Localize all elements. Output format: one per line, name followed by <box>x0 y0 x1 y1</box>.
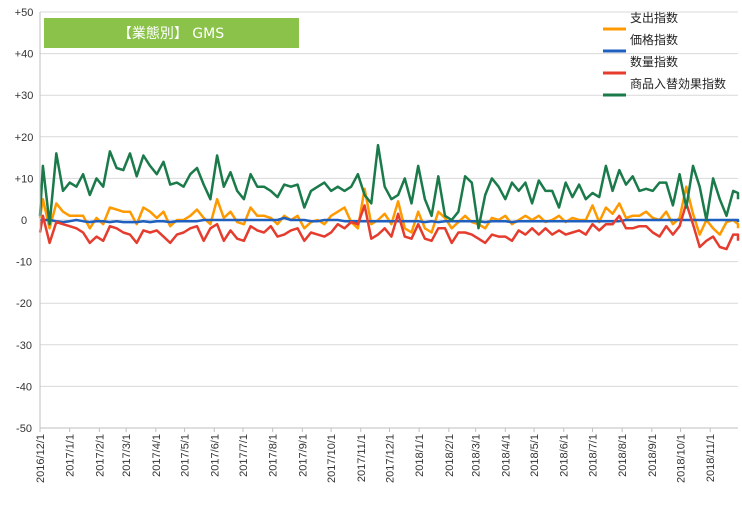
x-tick-label: 2018/11/1 <box>705 434 717 482</box>
x-tick-label: 2017/6/1 <box>209 434 221 477</box>
x-tick-label: 2018/3/1 <box>471 434 483 477</box>
chart-title-background <box>44 18 299 48</box>
y-tick-label: -20 <box>16 298 32 310</box>
x-tick-label: 2018/7/1 <box>587 434 599 477</box>
y-tick-label: +40 <box>15 49 34 61</box>
axes <box>39 12 738 432</box>
legend-label: 価格指数 <box>630 32 678 47</box>
y-axis-ticks: +50 +40 +30 +20 +10 0 -10 -20 -30 -40 -50 <box>15 7 34 435</box>
legend-label: 数量指数 <box>630 54 678 69</box>
series-line-1 <box>40 216 740 224</box>
x-tick-label: 2018/10/1 <box>676 434 688 483</box>
x-tick-label: 2017/10/1 <box>326 434 338 483</box>
x-axis-ticks: 2016/12/1 2017/1/1 2017/2/1 2017/3/1 2017/4/… <box>35 434 717 483</box>
y-tick-label: +20 <box>15 132 34 144</box>
series-line-0 <box>38 185 740 236</box>
y-tick-label: -30 <box>16 340 32 352</box>
x-tick-label: 2018/4/1 <box>500 434 512 477</box>
x-tick-label: 2018/2/1 <box>444 434 456 477</box>
x-tick-label: 2017/12/1 <box>384 434 396 483</box>
x-tick-label: 2017/1/1 <box>65 434 77 477</box>
chart-title-box: 【業態別】 GMS <box>44 18 299 48</box>
series-line-3 <box>38 143 740 230</box>
x-tick-label: 2017/11/1 <box>356 434 368 482</box>
x-tick-label: 2018/6/1 <box>559 434 571 477</box>
y-tick-label: -50 <box>16 423 32 435</box>
x-tick-label: 2017/5/1 <box>180 434 192 477</box>
x-tick-label: 2018/5/1 <box>529 434 541 477</box>
chart-title: 【業態別】 GMS <box>118 26 224 42</box>
y-tick-label: +50 <box>15 7 34 19</box>
x-tick-label: 2017/3/1 <box>121 434 133 477</box>
y-tick-label: -40 <box>16 381 32 393</box>
y-tick-label: -10 <box>16 257 32 269</box>
x-tick-label: 2017/9/1 <box>297 434 309 477</box>
x-tick-label: 2017/2/1 <box>94 434 106 477</box>
x-tick-label: 2018/1/1 <box>414 434 426 477</box>
series-line-2 <box>38 202 740 251</box>
legend-label: 商品入替効果指数 <box>630 76 726 91</box>
y-tick-label: +10 <box>15 173 34 185</box>
x-tick-label: 2018/8/1 <box>617 434 629 477</box>
x-tick-label: 2016/12/1 <box>35 434 47 483</box>
x-tick-label: 2017/8/1 <box>268 434 280 477</box>
x-tick-label: 2018/9/1 <box>647 434 659 477</box>
series-lines <box>38 143 740 251</box>
legend-label: 支出指数 <box>630 10 678 25</box>
y-tick-label: +30 <box>15 90 34 102</box>
x-tick-label: 2017/7/1 <box>238 434 250 477</box>
x-tick-label: 2017/4/1 <box>151 434 163 477</box>
y-tick-label: 0 <box>21 215 27 227</box>
